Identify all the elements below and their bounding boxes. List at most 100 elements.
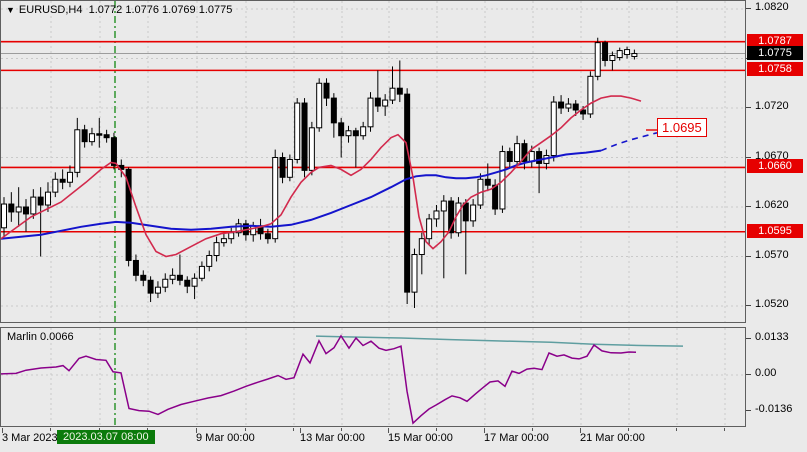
bull-candle-body	[15, 206, 22, 213]
price-tick-mark	[746, 255, 751, 257]
bull-candle-body	[191, 277, 198, 287]
indicator-tick-label: 0.00	[755, 367, 777, 379]
bear-candle-body	[572, 103, 579, 111]
bull-candle-body	[418, 238, 425, 256]
price-level-badge-1.0660: 1.0660	[747, 159, 803, 174]
ohlc-values: 1.0772 1.0776 1.0769 1.0775	[88, 4, 233, 16]
bull-candle-body	[470, 204, 477, 222]
bull-candle-body	[411, 254, 418, 293]
price-level-badge-1.0758: 1.0758	[747, 62, 803, 77]
bear-candle-body	[330, 97, 337, 124]
time-tick-mark	[2, 428, 3, 433]
bear-candle-body	[352, 130, 359, 137]
bull-candle-body	[74, 129, 81, 173]
time-tick-mark	[245, 428, 246, 431]
bull-candle-body	[389, 87, 396, 101]
price-tick-label: 1.0820	[755, 1, 789, 13]
bear-candle-body	[279, 157, 286, 178]
price-tick-mark	[746, 206, 751, 207]
bear-candle-body	[103, 134, 110, 139]
bull-candle-body	[206, 255, 213, 267]
bear-candle-body	[396, 87, 403, 95]
time-tick-mark	[196, 428, 197, 433]
bear-candle-body	[602, 42, 609, 61]
price-tick-label: 1.0670	[755, 149, 789, 162]
time-tick-mark	[50, 428, 51, 431]
price-level-badge-1.0775: 1.0775	[747, 45, 803, 60]
bear-candle-body	[140, 274, 147, 281]
time-tick-mark	[300, 428, 301, 433]
bull-candle-body	[433, 210, 440, 220]
bear-candle-body	[147, 279, 154, 294]
time-axis[interactable]: 3 Mar 2023 2023.03.07 08:00 9 Mar 00:00 13 …	[0, 428, 807, 452]
bull-candle-body	[565, 103, 572, 109]
bull-candle-body	[52, 178, 59, 193]
time-tick-mark	[436, 428, 437, 431]
price-tick-label: 1.0620	[755, 199, 789, 211]
price-level-badge-1.0595: 1.0595	[747, 223, 803, 238]
bull-candle-body	[44, 191, 51, 206]
bear-candle-body	[536, 151, 543, 164]
fast-ma-line	[1, 95, 642, 258]
bear-candle-body	[521, 143, 528, 162]
bear-candle-body	[125, 168, 132, 261]
time-tick-mark	[628, 428, 629, 431]
bull-candle-body	[587, 75, 594, 115]
bull-candle-body	[594, 42, 601, 77]
bear-candle-body	[8, 203, 15, 213]
bull-candle-body	[250, 225, 257, 236]
time-tick-mark	[147, 428, 148, 431]
time-tick-label: 3 Mar 2023	[2, 432, 58, 444]
bull-candle-body	[616, 50, 623, 59]
bear-candle-body	[264, 233, 271, 240]
price-tick-mark	[746, 305, 751, 306]
forecast-price-label: 1.0695	[657, 118, 707, 137]
bear-candle-body	[301, 102, 308, 171]
bull-candle-body	[198, 265, 205, 279]
bull-candle-body	[550, 101, 557, 157]
bear-candle-body	[374, 97, 381, 107]
bear-candle-body	[96, 133, 103, 136]
time-tick-mark	[388, 428, 389, 433]
time-tick-mark	[293, 428, 294, 431]
bull-candle-body	[382, 99, 389, 107]
bear-candle-body	[484, 178, 491, 186]
bear-candle-body	[110, 137, 117, 166]
marlin-line	[1, 334, 637, 425]
price-level-badge-1.0787: 1.0787	[747, 33, 803, 48]
bull-candle-body	[360, 126, 367, 137]
time-highlight-label: 2023.03.07 08:00	[57, 430, 155, 444]
time-tick-label: 17 Mar 00:00	[484, 432, 549, 444]
bull-candle-body	[220, 238, 227, 244]
time-tick-label: 21 Mar 00:00	[580, 432, 645, 444]
main-chart-panel[interactable]	[0, 0, 746, 323]
bull-candle-body	[440, 200, 447, 212]
price-axis[interactable]: 1.08201.07701.07201.06701.06201.05701.05…	[746, 0, 807, 452]
price-tick-label: 1.0570	[755, 248, 789, 261]
bull-candle-body	[308, 127, 315, 171]
bull-candle-body	[631, 53, 638, 58]
price-chart-canvas[interactable]	[1, 1, 745, 322]
time-tick-mark	[341, 428, 342, 431]
indicator-canvas[interactable]	[1, 328, 745, 426]
time-tick-label: 9 Mar 00:00	[196, 432, 255, 444]
bear-candle-body	[37, 196, 44, 206]
indicator-tick-mark	[746, 338, 751, 340]
indicator-tick-label: -0.0136	[755, 403, 793, 416]
indicator-name-label: Marlin 0.0066	[7, 331, 74, 343]
bull-candle-body	[228, 232, 235, 240]
bear-candle-body	[404, 93, 411, 293]
bear-candle-body	[492, 184, 499, 210]
symbol-dropdown-icon[interactable]: ▼	[6, 5, 15, 15]
indicator-tick-mark	[746, 410, 751, 412]
signal-line	[315, 335, 684, 347]
time-tick-mark	[676, 428, 677, 431]
bear-candle-body	[184, 279, 191, 287]
bull-candle-body	[345, 130, 352, 137]
bear-candle-body	[59, 178, 66, 183]
price-tick-mark	[746, 107, 751, 108]
time-tick-mark	[532, 428, 533, 431]
bull-candle-body	[66, 171, 73, 183]
indicator-panel[interactable]	[0, 327, 746, 427]
